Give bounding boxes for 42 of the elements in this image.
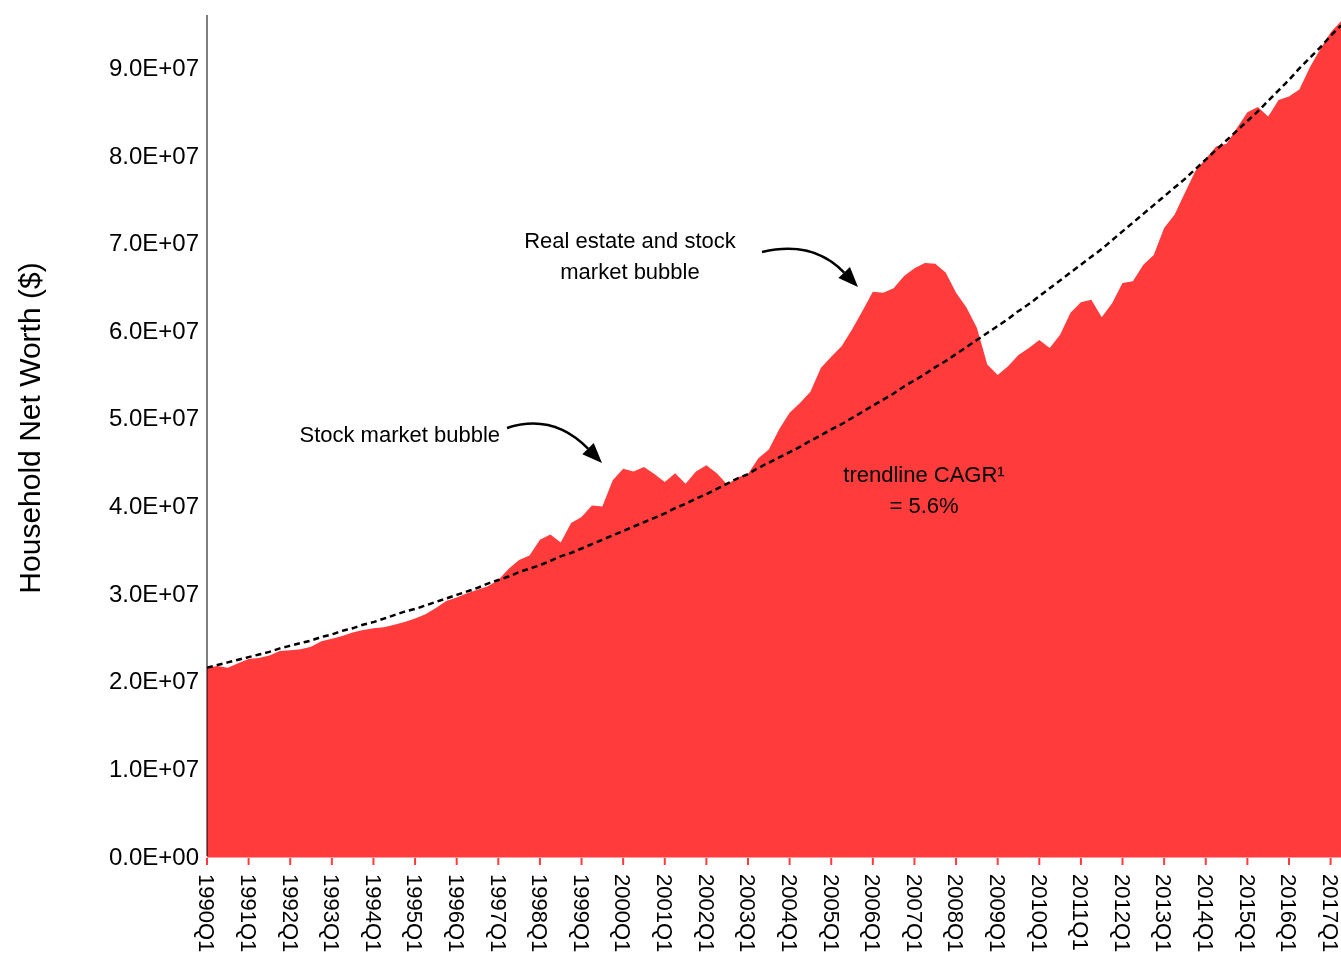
x-tick-label: 2013Q1 xyxy=(1151,874,1177,953)
x-tick-label: 2011Q1 xyxy=(1068,874,1094,951)
x-tick-label: 1999Q1 xyxy=(568,874,594,953)
x-tick-label: 2009Q1 xyxy=(984,874,1010,953)
x-tick-label: 2003Q1 xyxy=(735,874,761,953)
x-tick-label: 2005Q1 xyxy=(818,874,844,953)
x-tick-label: 1998Q1 xyxy=(527,874,553,953)
y-tick-label: 6.0E+07 xyxy=(108,316,199,344)
y-tick-label: 0.0E+00 xyxy=(108,842,199,870)
x-tick-label: 1997Q1 xyxy=(485,874,511,953)
y-tick-label: 5.0E+07 xyxy=(108,404,199,432)
annotation: Stock market bubble xyxy=(299,422,500,447)
x-tick-label: 1993Q1 xyxy=(319,874,345,953)
annotation: trendline CAGR¹ = 5.6% xyxy=(843,462,1005,518)
x-tick-label: 2002Q1 xyxy=(693,874,719,953)
x-tick-label: 1996Q1 xyxy=(443,874,469,953)
y-tick-label: 4.0E+07 xyxy=(108,492,199,520)
x-tick-label: 2016Q1 xyxy=(1276,874,1302,953)
annotation: Real estate and stock market bubble xyxy=(524,228,737,284)
x-tick-label: 2001Q1 xyxy=(652,874,678,953)
x-tick-label: 2007Q1 xyxy=(901,874,927,953)
x-tick-label: 1995Q1 xyxy=(402,874,428,953)
x-tick-label: 2012Q1 xyxy=(1109,874,1135,953)
y-tick-label: 1.0E+07 xyxy=(108,754,199,782)
x-tick-label: 2000Q1 xyxy=(610,874,636,953)
y-tick-label: 3.0E+07 xyxy=(108,579,199,607)
x-tick-label: 1991Q1 xyxy=(235,874,261,953)
x-tick-label: 2008Q1 xyxy=(943,874,969,953)
x-tick-label: 1992Q1 xyxy=(277,874,303,953)
y-tick-label: 2.0E+07 xyxy=(108,667,199,695)
x-tick-label: 2014Q1 xyxy=(1193,874,1219,953)
y-tick-label: 7.0E+07 xyxy=(108,229,199,257)
x-tick-label: 1990Q1 xyxy=(194,874,220,953)
x-tick-label: 2017Q1 xyxy=(1317,874,1341,953)
x-tick-label: 2015Q1 xyxy=(1234,874,1260,953)
x-tick-label: 2006Q1 xyxy=(860,874,886,953)
y-tick-label: 8.0E+07 xyxy=(108,141,199,169)
y-tick-label: 9.0E+07 xyxy=(108,54,199,82)
x-tick-label: 2010Q1 xyxy=(1026,874,1052,953)
x-tick-label: 2004Q1 xyxy=(776,874,802,953)
x-tick-label: 1994Q1 xyxy=(360,874,386,953)
y-axis-title: Household Net Worth ($) xyxy=(13,262,47,594)
